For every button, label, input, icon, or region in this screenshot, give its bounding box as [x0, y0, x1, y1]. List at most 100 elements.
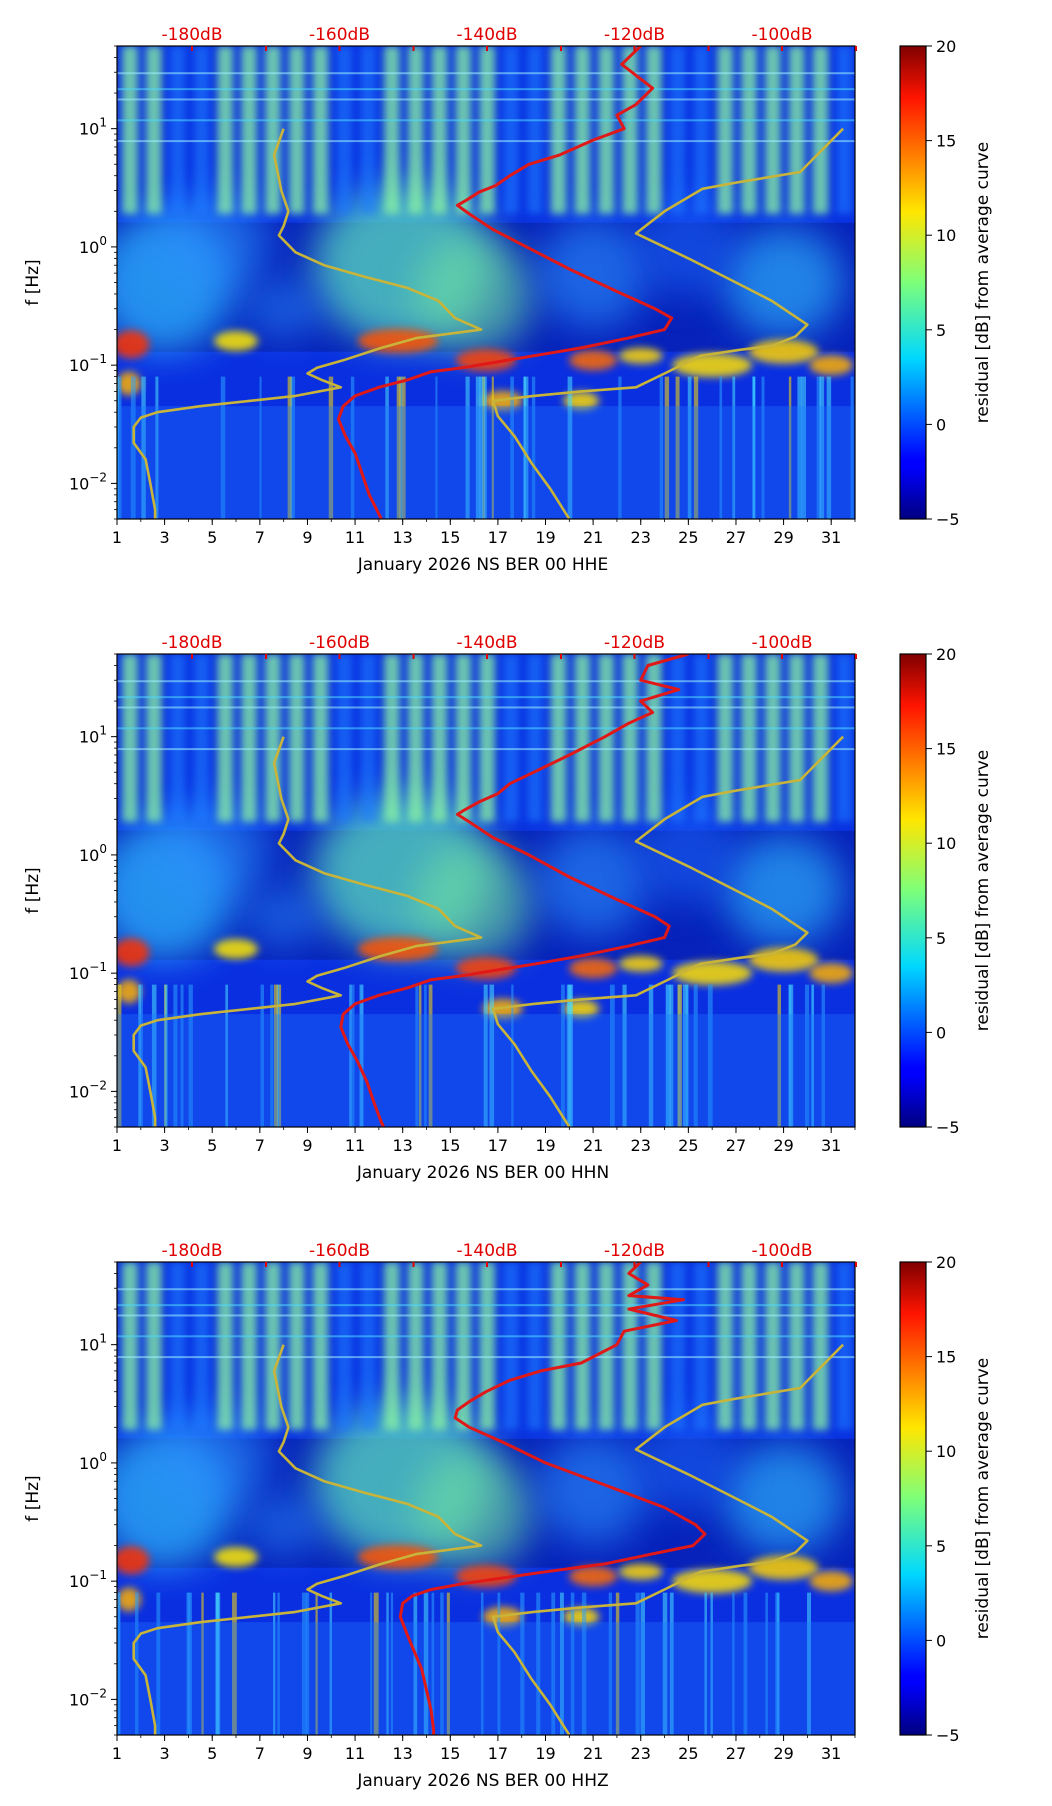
daily-noise-stripe: [431, 1262, 448, 1430]
transient-streak: [413, 1592, 418, 1735]
daily-noise-stripe: [455, 654, 472, 822]
daily-noise-stripe: [812, 1262, 829, 1430]
daily-noise-stripe: [479, 654, 496, 822]
daily-noise-stripe: [145, 1262, 162, 1430]
colorbar-tick-label: −5: [936, 1118, 960, 1137]
x-tick-label: 17: [488, 1136, 508, 1155]
transient-streak: [635, 1592, 640, 1735]
colorbar-label: residual [dB] from average curve: [973, 142, 993, 423]
daily-noise-stripe: [264, 46, 281, 214]
microseism-peak: [809, 355, 854, 376]
colorbar-tick-label: 15: [936, 1348, 956, 1367]
transient-streak: [349, 984, 352, 1127]
daily-noise-stripe: [550, 1262, 567, 1430]
x-tick-label: 3: [160, 1136, 170, 1155]
transient-streak: [328, 376, 334, 519]
microseism-peak: [748, 947, 819, 972]
daily-noise-stripe: [598, 654, 615, 822]
daily-noise-stripe: [693, 654, 710, 822]
colorbar-tick-label: 5: [936, 1537, 946, 1556]
daily-noise-stripe: [788, 1262, 805, 1430]
daily-noise-stripe: [717, 46, 734, 214]
y-tick-label: 10−2: [69, 1078, 107, 1101]
colorbar: [899, 653, 927, 1128]
x-tick-label: 11: [345, 1136, 365, 1155]
transient-streak: [821, 984, 825, 1127]
spectral-line: [117, 706, 855, 709]
transient-streak: [259, 376, 262, 519]
daily-noise-stripe: [598, 1262, 615, 1430]
daily-noise-stripe: [241, 654, 258, 822]
transient-streak: [385, 376, 389, 519]
colorbar-label: residual [dB] from average curve: [973, 1358, 993, 1639]
x-tick-label: 3: [160, 1744, 170, 1763]
transient-streak: [608, 1592, 613, 1735]
transient-streak: [826, 376, 832, 519]
spectral-line: [117, 98, 855, 101]
colorbar-tick-label: 20: [936, 1253, 956, 1272]
transient-streak: [777, 984, 782, 1127]
daily-noise-stripe: [383, 1262, 400, 1430]
x-tick-label: 1: [112, 1136, 122, 1155]
microseism-peak: [117, 330, 150, 359]
low-frequency-band: [117, 1014, 855, 1127]
daily-noise-stripe: [479, 46, 496, 214]
transient-streak: [761, 376, 765, 519]
transient-streak: [609, 984, 615, 1127]
x-tick-label: 31: [821, 1136, 841, 1155]
transient-streak: [570, 1592, 575, 1735]
y-tick-label: 101: [79, 724, 107, 747]
transient-streak: [732, 376, 736, 519]
transient-streak: [117, 1592, 121, 1735]
daily-noise-stripe: [526, 46, 543, 214]
top-db-label: -100dB: [751, 1241, 812, 1261]
daily-noise-stripe: [812, 46, 829, 214]
transient-streak: [173, 984, 178, 1127]
transient-streak: [117, 376, 122, 519]
transient-streak: [423, 1592, 429, 1735]
x-tick-label: 29: [773, 1744, 793, 1763]
daily-noise-stripe: [693, 46, 710, 214]
daily-noise-stripe: [407, 1262, 424, 1430]
daily-noise-stripe: [669, 1262, 686, 1430]
x-tick-label: 15: [440, 528, 460, 547]
transient-streak: [260, 984, 264, 1127]
x-tick-label: 15: [440, 1744, 460, 1763]
top-db-label: -160dB: [309, 1241, 370, 1261]
transient-streak: [140, 984, 143, 1127]
daily-noise-stripe: [288, 46, 305, 214]
spectral-line: [117, 1356, 855, 1359]
x-tick-label: 3: [160, 528, 170, 547]
transient-streak: [479, 376, 484, 519]
x-tick-label: 19: [535, 1136, 555, 1155]
daily-noise-stripe: [217, 654, 234, 822]
top-db-label: -140dB: [456, 25, 517, 45]
daily-noise-stripe: [312, 46, 329, 214]
noise-blob: [243, 886, 324, 947]
x-tick-label: 19: [535, 528, 555, 547]
colorbar-tick-label: 20: [936, 37, 956, 56]
x-tick-label: 17: [488, 528, 508, 547]
transient-streak: [669, 984, 674, 1127]
colorbar: [899, 1261, 927, 1736]
daily-noise-stripe: [383, 654, 400, 822]
daily-noise-stripe: [336, 1262, 353, 1430]
daily-noise-stripe: [764, 654, 781, 822]
low-frequency-band: [117, 1622, 855, 1735]
transient-streak: [687, 376, 692, 519]
transient-streak: [511, 984, 514, 1127]
transient-streak: [615, 1592, 620, 1735]
transient-streak: [446, 1592, 450, 1735]
top-db-label: -140dB: [456, 1241, 517, 1261]
microseism-peak: [809, 963, 854, 984]
y-tick-label: 100: [79, 234, 107, 257]
daily-noise-stripe: [717, 654, 734, 822]
daily-noise-stripe: [598, 46, 615, 214]
daily-noise-stripe: [574, 1262, 591, 1430]
x-tick-label: 7: [255, 528, 265, 547]
transient-streak: [360, 984, 364, 1127]
colorbar-tick-label: −5: [936, 510, 960, 529]
x-tick-label: 23: [631, 1744, 651, 1763]
microseism-peak: [117, 1546, 150, 1575]
